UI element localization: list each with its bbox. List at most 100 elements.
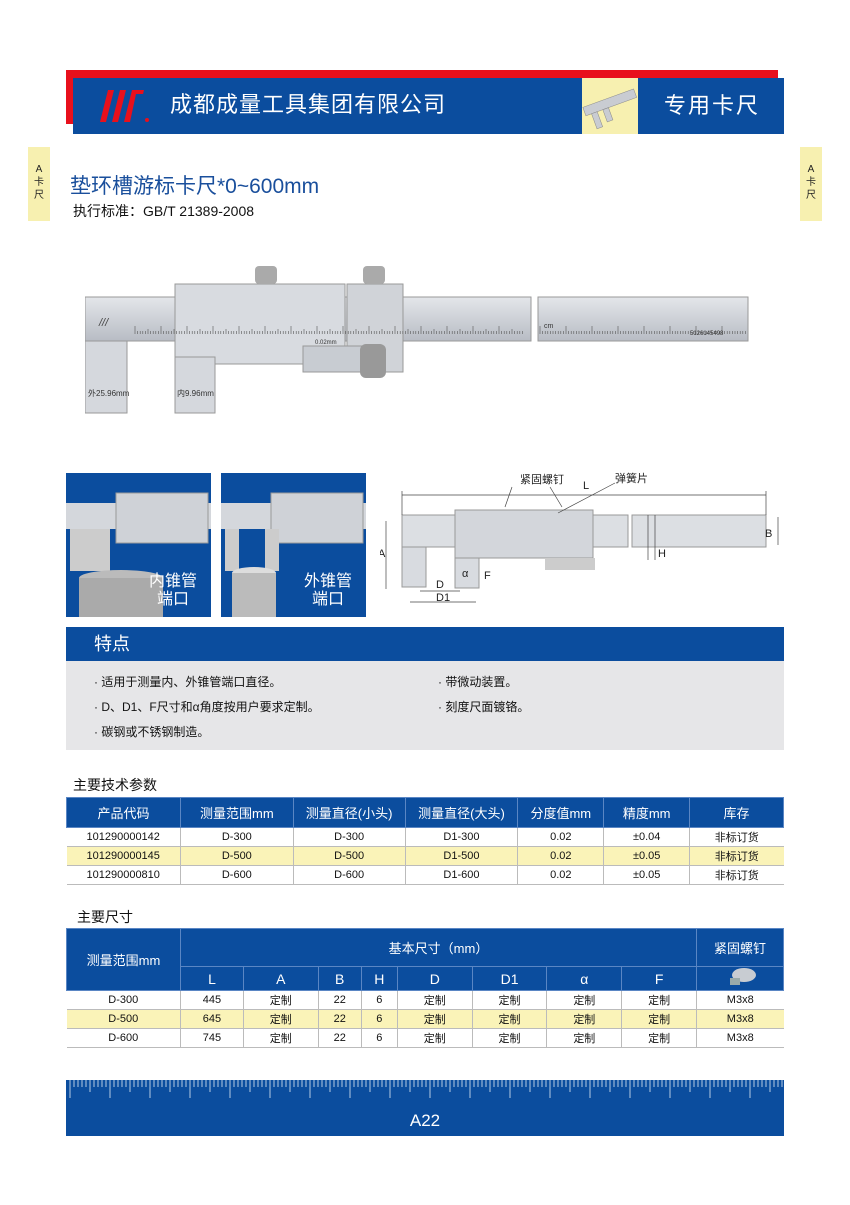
table-cell: 101290000145	[66, 846, 181, 866]
column-header: B	[317, 966, 362, 991]
table-cell: 745	[180, 1028, 244, 1048]
column-header: 库存	[689, 797, 784, 828]
features-heading: 特点	[66, 627, 784, 661]
page-number: A22	[409, 1111, 441, 1130]
feature-item: · 刻度尺面镀铬。	[438, 700, 530, 714]
label-H: H	[658, 548, 666, 560]
dimension-diagram: 紧固螺钉 弹簧片 L A B H D D1 α F	[380, 471, 779, 604]
column-header: 测量直径(小头)	[292, 797, 406, 828]
outer-cone-photo: 外锥管 端口	[221, 473, 366, 617]
table-cell: 定制	[397, 990, 473, 1010]
ruler-ticks	[69, 1080, 787, 1098]
column-header: 产品代码	[66, 797, 181, 828]
tech-params-heading: 主要技术参数	[73, 777, 157, 793]
feature-item: · 带微动装置。	[438, 675, 518, 689]
side-tab-letter: A	[807, 164, 815, 175]
panel-label: 端口	[311, 591, 344, 608]
category-label: 专用卡尺	[663, 93, 760, 118]
table-cell: 22	[318, 1028, 362, 1048]
table-cell: 101290000810	[66, 865, 181, 885]
panel-label: 端口	[156, 591, 189, 608]
table-cell: 0.02	[517, 827, 605, 847]
table-cell: D-500	[293, 846, 406, 866]
label-screw: 紧固螺钉	[520, 473, 564, 486]
table-cell: 非标订货	[689, 827, 784, 847]
table-row: D-300 445 定制 22 6 定制 定制 定制 定制 M3x8	[66, 990, 784, 1010]
table-cell: 6	[361, 1009, 398, 1029]
label-D1: D1	[436, 592, 450, 604]
table-row: D-500 645 定制 22 6 定制 定制 定制 定制 M3x8	[66, 1009, 784, 1029]
dimensions-table: 测量范围mm 基本尺寸（mm） 紧固螺钉 L A B H D D1 α F D-300 445 定制 2…	[66, 928, 784, 1048]
col-range: 测量范围mm	[66, 928, 181, 991]
svg-text:///: ///	[98, 317, 109, 329]
table-cell: 定制	[472, 1028, 548, 1048]
product-standard: 执行标准：GB/T 21389-2008	[73, 203, 255, 219]
outer-jaw-label: 外25.96mm	[88, 388, 130, 398]
table-cell: 445	[180, 990, 244, 1010]
table-cell: 定制	[546, 1009, 623, 1029]
table-cell: M3x8	[696, 1009, 784, 1029]
table-cell: 定制	[397, 1028, 473, 1048]
table-cell: ±0.05	[603, 865, 691, 885]
table-cell: D-300	[66, 990, 181, 1010]
table-cell: D1-600	[405, 865, 519, 885]
inner-jaw-label: 内9.96mm	[177, 388, 214, 398]
column-header: D	[396, 966, 473, 991]
label-alpha: α	[462, 568, 469, 580]
product-title: 垫环槽游标卡尺*0~600mm	[70, 175, 320, 198]
table-cell: 定制	[546, 990, 623, 1010]
header-band	[73, 78, 784, 134]
column-header: F	[621, 966, 697, 991]
table-cell: M3x8	[696, 1028, 784, 1048]
features-body: · 适用于测量内、外锥管端口直径。 · D、D1、F尺寸和α角度按用户要求定制。…	[66, 661, 784, 750]
table-cell: 定制	[546, 1028, 623, 1048]
table-cell: 6	[361, 990, 398, 1010]
column-header: D1	[471, 966, 548, 991]
feature-item: · D、D1、F尺寸和α角度按用户要求定制。	[94, 700, 320, 714]
column-header: 测量范围mm	[179, 797, 294, 828]
dimensions-heading: 主要尺寸	[77, 909, 133, 925]
table-cell: ±0.04	[603, 827, 691, 847]
chengliang-logo	[100, 90, 149, 122]
table-row: D-600 745 定制 22 6 定制 定制 定制 定制 M3x8	[66, 1028, 784, 1048]
column-header: 分度值mm	[517, 797, 605, 828]
panel-label: 外锥管	[303, 573, 352, 590]
table-cell: 定制	[621, 1009, 697, 1029]
table-cell: 定制	[243, 1009, 319, 1029]
column-header: 测量直径(大头)	[404, 797, 519, 828]
table-cell: 定制	[472, 990, 548, 1010]
table-cell: 定制	[472, 1009, 548, 1029]
table-cell: D-300	[293, 827, 406, 847]
table-cell: 非标订货	[689, 846, 784, 866]
side-tab-left: A 卡尺	[28, 147, 50, 221]
tech-params-table: 产品代码 测量范围mm 测量直径(小头) 测量直径(大头) 分度值mm 精度mm 库存 101…	[66, 797, 784, 885]
side-tab-right: A 卡尺	[800, 147, 822, 221]
table-row: 101290000810 D-600 D-600 D1-600 0.02 ±0.05 非标订…	[66, 865, 784, 885]
screw-icon	[696, 966, 784, 991]
side-tab-letter: A	[35, 164, 43, 175]
label-F: F	[484, 570, 491, 582]
caliper-thumbnail	[582, 78, 638, 134]
table-cell: D1-300	[405, 827, 519, 847]
table-cell: 定制	[621, 990, 697, 1010]
table-cell: 0.02	[517, 846, 605, 866]
side-tab-text: 卡尺	[806, 177, 816, 201]
label-L: L	[583, 480, 589, 492]
panel-label: 内锥管	[148, 573, 197, 590]
column-header: α	[546, 966, 623, 991]
label-D: D	[436, 579, 444, 591]
label-spring: 弹簧片	[615, 471, 648, 485]
col-screw: 紧固螺钉	[696, 928, 784, 967]
table-cell: 定制	[621, 1028, 697, 1048]
table-cell: D-600	[66, 1028, 181, 1048]
table-cell: 非标订货	[689, 865, 784, 885]
table-row: 101290000142 D-300 D-300 D1-300 0.02 ±0.04 非标订…	[66, 827, 784, 847]
column-header: L	[180, 966, 244, 991]
table-cell: D-500	[66, 1009, 181, 1029]
label-B: B	[765, 528, 772, 540]
col-group: 基本尺寸（mm）	[180, 928, 697, 967]
company-name: 成都成量工具集团有限公司	[170, 92, 447, 117]
table-cell: 101290000142	[66, 827, 181, 847]
column-header: H	[360, 966, 398, 991]
scale-unit: cm	[544, 323, 554, 330]
